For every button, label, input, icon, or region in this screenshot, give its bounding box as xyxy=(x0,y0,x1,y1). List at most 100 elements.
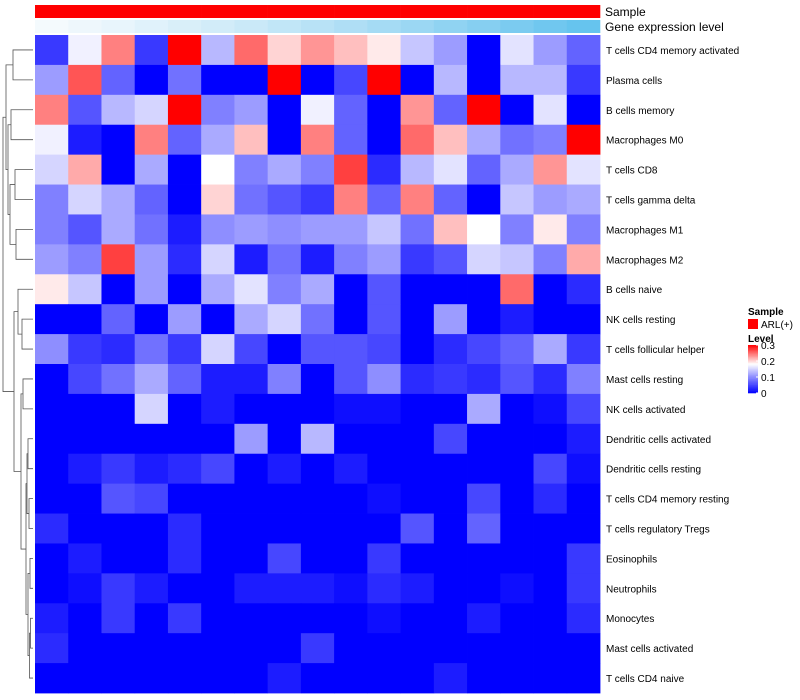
level-legend-gradient-step xyxy=(748,365,758,367)
heatmap-cell xyxy=(134,633,169,664)
heatmap-cell xyxy=(167,154,202,185)
heatmap-cell xyxy=(35,513,69,544)
heatmap-cell xyxy=(134,603,169,634)
heatmap-cell xyxy=(134,364,169,395)
row-dendrogram xyxy=(2,49,33,679)
heatmap-cell xyxy=(134,393,169,425)
heatmap-cell xyxy=(134,35,169,66)
heatmap-cell xyxy=(101,633,136,664)
heatmap-cell xyxy=(334,633,368,664)
heatmap-cell xyxy=(267,603,302,634)
level-legend-title: Level xyxy=(748,334,774,345)
heatmap-cell xyxy=(300,663,335,694)
dendrogram-link xyxy=(14,169,33,200)
heatmap-cell xyxy=(300,35,335,66)
annotation-cell-1-8 xyxy=(300,20,335,33)
heatmap-cell xyxy=(167,334,202,365)
heatmap-cell xyxy=(35,64,69,96)
heatmap-cell xyxy=(234,633,269,664)
heatmap-cell xyxy=(467,124,501,156)
heatmap-cell xyxy=(68,304,102,335)
heatmap-cell xyxy=(433,304,468,335)
heatmap-cell xyxy=(134,304,169,335)
heatmap-cell xyxy=(201,364,235,395)
row-labels: T cells CD4 memory activated Plasma cells… xyxy=(606,46,739,685)
heatmap-cell xyxy=(300,244,335,275)
row-label: Macrophages M1 xyxy=(606,225,684,236)
heatmap-cell xyxy=(201,184,235,215)
heatmap-cell xyxy=(300,304,335,335)
heatmap-cell xyxy=(566,573,601,604)
annotation-cell-1-12 xyxy=(433,20,468,33)
dendrogram-link xyxy=(2,116,14,392)
dendrogram-link xyxy=(27,438,33,470)
heatmap-cell xyxy=(234,393,269,425)
heatmap-cell xyxy=(433,94,468,126)
heatmap-cell xyxy=(433,184,468,215)
level-legend-tick-label: 0.2 xyxy=(761,357,775,368)
heatmap-cells xyxy=(35,35,601,694)
annotation-cell-1-14 xyxy=(500,20,534,33)
heatmap-cell xyxy=(167,244,202,275)
heatmap-cell xyxy=(533,184,568,215)
heatmap-cell xyxy=(334,124,368,156)
heatmap-cell xyxy=(267,274,302,305)
level-legend-gradient-step xyxy=(748,390,758,393)
heatmap-cell xyxy=(533,35,568,66)
heatmap-cell xyxy=(433,393,468,425)
heatmap-cell xyxy=(68,35,102,66)
heatmap-cell xyxy=(500,453,534,485)
heatmap-cell xyxy=(433,633,468,664)
heatmap-cell xyxy=(167,124,202,156)
heatmap-cell xyxy=(134,513,169,544)
annotation-cell-0-16 xyxy=(566,5,601,18)
heatmap-cell xyxy=(467,543,501,574)
level-legend-gradient-step xyxy=(748,359,758,361)
annotation-cell-1-4 xyxy=(167,20,202,33)
heatmap-cell xyxy=(300,483,335,514)
heatmap-cell xyxy=(167,453,202,485)
heatmap-cell xyxy=(367,274,401,305)
heatmap-cell xyxy=(68,603,102,634)
heatmap-cell xyxy=(234,483,269,514)
heatmap-cell xyxy=(467,184,501,215)
heatmap-cell xyxy=(201,94,235,126)
heatmap-cell xyxy=(500,124,534,156)
heatmap-cell xyxy=(533,124,568,156)
heatmap-cell xyxy=(234,423,269,455)
heatmap-cell xyxy=(134,663,169,694)
heatmap-cell xyxy=(433,64,468,96)
heatmap-cell xyxy=(400,124,435,156)
heatmap-cell xyxy=(267,364,302,395)
heatmap-cell xyxy=(35,184,69,215)
level-legend-gradient-step xyxy=(748,382,758,384)
heatmap-cell xyxy=(134,334,169,365)
heatmap-cell xyxy=(533,483,568,514)
level-legend-gradient-step xyxy=(748,349,758,352)
heatmap-cell xyxy=(300,334,335,365)
annotation-cell-1-13 xyxy=(467,20,501,33)
row-label: T cells regulatory Tregs xyxy=(606,525,710,536)
heatmap-cell xyxy=(300,94,335,126)
column-annotation-bars xyxy=(35,5,601,33)
heatmap-cell xyxy=(300,274,335,305)
heatmap-cell xyxy=(201,214,235,245)
heatmap-cell xyxy=(334,184,368,215)
heatmap-cell xyxy=(167,214,202,245)
sample-legend: Sample ARL(+) xyxy=(748,307,793,331)
heatmap-cell xyxy=(267,94,302,126)
heatmap-cell xyxy=(566,124,601,156)
level-legend-tick-label: 0 xyxy=(761,389,767,400)
annotation-label-0: Sample xyxy=(605,5,646,19)
heatmap-cell xyxy=(68,184,102,215)
heatmap-cell xyxy=(234,513,269,544)
heatmap-cell xyxy=(201,334,235,365)
heatmap-cell xyxy=(467,603,501,634)
heatmap-cell xyxy=(566,393,601,425)
heatmap-cell xyxy=(201,393,235,425)
heatmap-cell xyxy=(566,184,601,215)
heatmap-cell xyxy=(367,184,401,215)
heatmap-cell xyxy=(35,633,69,664)
